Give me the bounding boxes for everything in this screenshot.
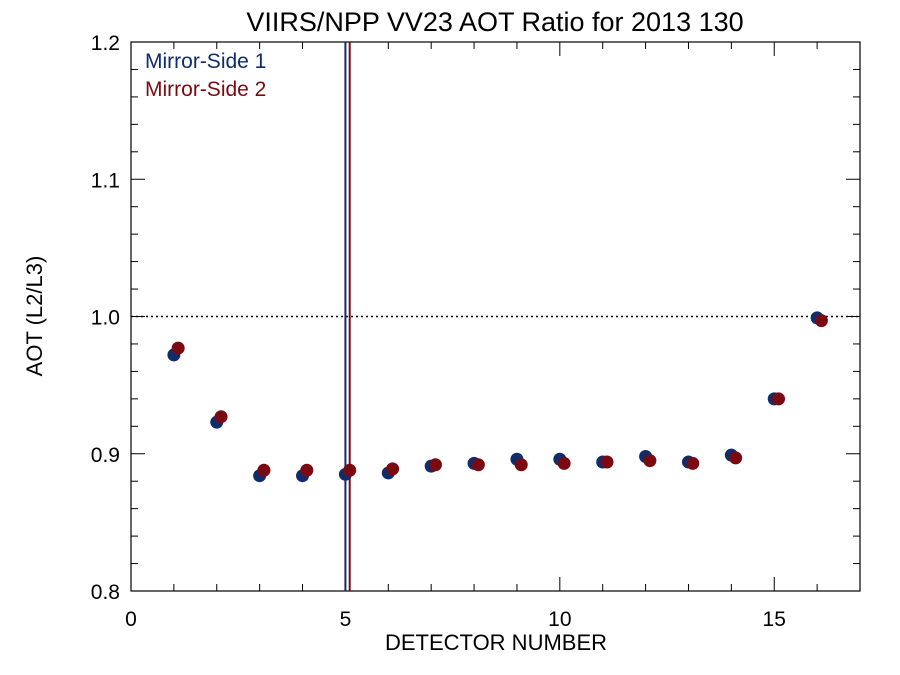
chart-title: VIIRS/NPP VV23 AOT Ratio for 2013 130 <box>246 7 743 37</box>
x-tick-label-0: 0 <box>125 608 137 631</box>
y-tick-label-4: 1.2 <box>91 32 120 55</box>
legend-entry-mirror-side-1: Mirror-Side 1 <box>145 50 266 73</box>
x-tick-label-3: 15 <box>763 608 786 631</box>
x-tick-label-1: 5 <box>340 608 352 631</box>
point-series-2-3 <box>257 463 271 477</box>
point-series-2-1 <box>171 341 185 355</box>
y-tick-label-2: 1.0 <box>91 307 120 330</box>
data-points <box>167 311 828 483</box>
point-series-2-7 <box>428 458 442 472</box>
legend: Mirror-Side 1 Mirror-Side 2 <box>145 50 266 101</box>
y-axis-label: AOT (L2/L3) <box>22 256 47 377</box>
x-axis-label: DETECTOR NUMBER <box>385 630 607 655</box>
point-series-2-2 <box>214 410 228 424</box>
point-series-2-12 <box>643 454 657 468</box>
point-series-2-15 <box>772 392 786 406</box>
point-series-2-13 <box>686 456 700 470</box>
point-series-2-6 <box>386 462 400 476</box>
point-series-2-16 <box>814 314 828 328</box>
point-series-2-10 <box>557 456 571 470</box>
legend-entry-mirror-side-2: Mirror-Side 2 <box>145 78 266 101</box>
y-tick-label-1: 0.9 <box>91 444 120 467</box>
point-series-2-8 <box>471 458 485 472</box>
point-series-2-9 <box>514 458 528 472</box>
vertical-markers <box>344 42 351 591</box>
point-series-2-11 <box>600 455 614 469</box>
x-tick-labels: 0 5 10 15 <box>125 608 786 631</box>
y-tick-label-0: 0.8 <box>91 581 120 604</box>
point-series-2-5 <box>343 463 357 477</box>
y-tick-labels: 0.8 0.9 1.0 1.1 1.2 <box>91 32 120 604</box>
y-tick-label-3: 1.1 <box>91 169 120 192</box>
point-series-2-14 <box>729 451 743 465</box>
point-series-2-4 <box>300 463 314 477</box>
plot-frame <box>130 41 861 592</box>
plot-area <box>130 41 861 592</box>
x-tick-label-2: 10 <box>548 608 571 631</box>
axis-ticks <box>130 41 861 592</box>
